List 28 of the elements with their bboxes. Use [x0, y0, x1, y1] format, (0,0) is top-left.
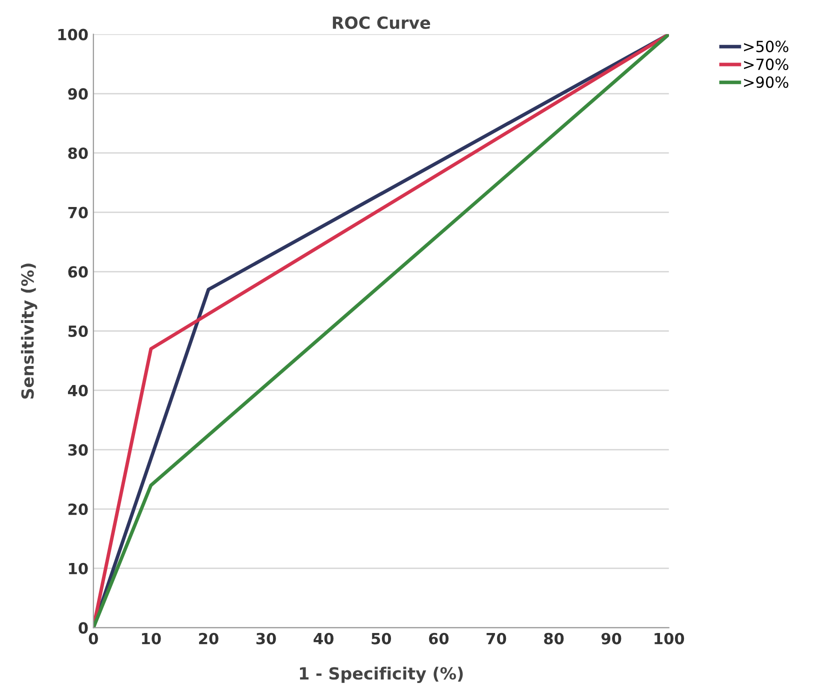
x-tick-label: 100 — [654, 632, 684, 644]
x-axis-title: 1 - Specificity (%) — [300, 666, 463, 684]
y-axis-title: Sensitivity (%) — [20, 264, 38, 399]
y-tick-label: 10 — [69, 562, 88, 574]
legend-label: >70% — [744, 58, 788, 70]
x-tick-label: 20 — [199, 632, 218, 644]
y-tick-label: 40 — [68, 384, 88, 396]
x-tick-label: 70 — [486, 632, 506, 644]
y-tick-label: 0 — [78, 622, 88, 634]
chart-title: ROC Curve — [332, 16, 430, 29]
y-tick-label: 90 — [68, 88, 88, 100]
x-tick-label: 60 — [429, 632, 449, 644]
x-tick-label: 40 — [314, 632, 334, 644]
x-tick-label: 0 — [88, 632, 98, 644]
legend-label: >50% — [744, 40, 788, 52]
y-tick-label: 60 — [68, 266, 88, 278]
y-tick-label: 50 — [68, 325, 88, 338]
y-tick-label: 70 — [68, 206, 88, 218]
y-tick-label: 30 — [68, 444, 88, 456]
x-tick-label: 30 — [256, 632, 276, 644]
y-tick-label: 20 — [68, 503, 88, 516]
x-tick-label: 10 — [142, 632, 161, 644]
y-tick-label: 80 — [68, 147, 88, 159]
x-tick-label: 50 — [372, 632, 392, 644]
legend-label: >90% — [744, 76, 788, 88]
y-tick-label: 100 — [58, 28, 88, 40]
x-tick-label: 80 — [544, 632, 564, 644]
x-tick-label: 90 — [601, 632, 622, 644]
